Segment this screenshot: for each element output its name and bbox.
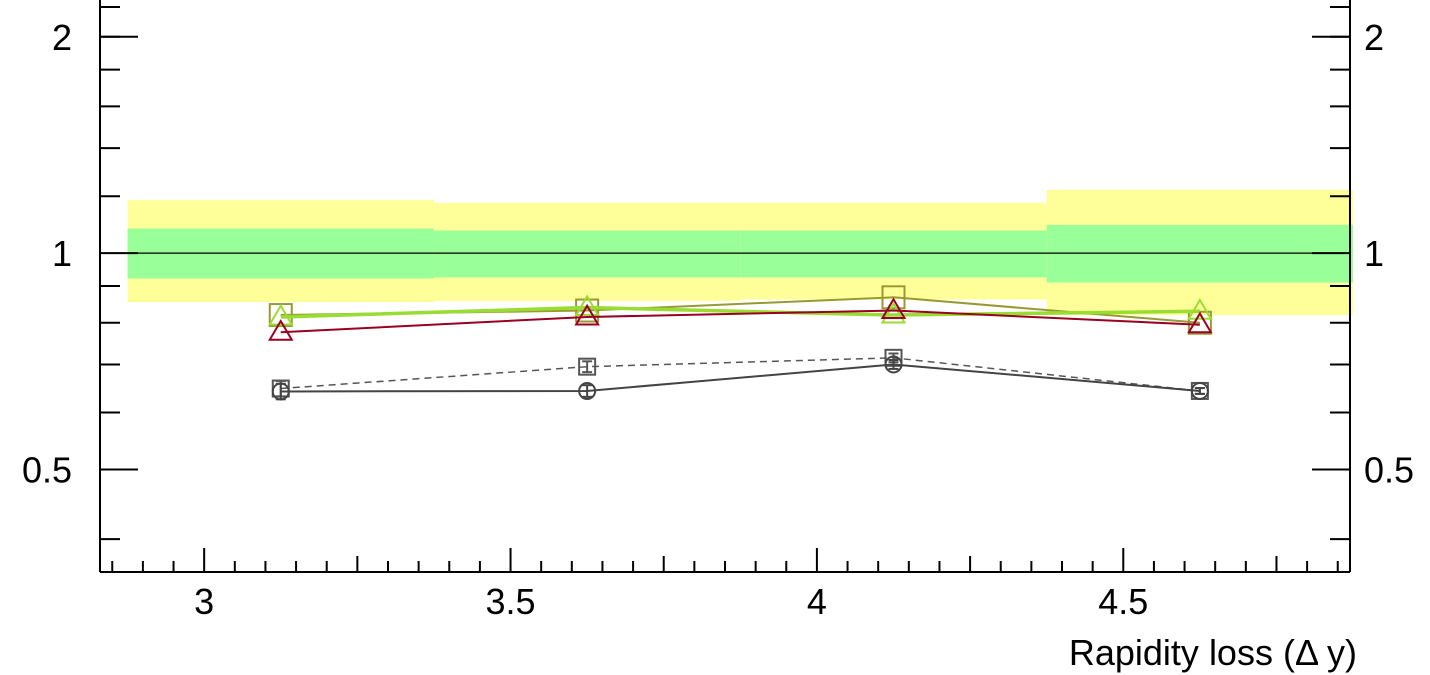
point-1-3 xyxy=(1187,298,1213,320)
point-3-1 xyxy=(578,357,597,376)
series-line-2 xyxy=(280,309,1200,334)
y-tick-label-right: 0.5 xyxy=(1364,449,1414,490)
series-line-1 xyxy=(280,305,1200,319)
point-4-2 xyxy=(884,355,903,374)
point-1-2 xyxy=(880,301,907,324)
inner-band-1 xyxy=(433,230,741,278)
inner-band-2 xyxy=(740,230,1047,278)
point-4-1 xyxy=(578,381,597,400)
data-series xyxy=(268,285,1213,401)
point-2-3 xyxy=(1187,311,1213,334)
uncertainty-bands xyxy=(127,189,1354,316)
x-tick-label: 3.5 xyxy=(486,581,536,622)
y-tick-label-right: 1 xyxy=(1364,233,1384,274)
tick-labels: 3 3.5 4 4.5 0.5 0.5 1 1 2 2 xyxy=(22,17,1414,622)
series-line-3 xyxy=(280,357,1200,392)
point-4-3 xyxy=(1190,381,1209,400)
y-tick-label-right: 2 xyxy=(1364,17,1384,58)
x-tick-label: 4 xyxy=(807,581,827,622)
x-axis-title: Rapidity loss (Δ y) xyxy=(1069,632,1357,673)
y-tick-label-left: 2 xyxy=(52,17,72,58)
point-1-1 xyxy=(574,294,600,317)
point-0-1 xyxy=(575,298,600,323)
point-2-0 xyxy=(268,319,294,341)
y-tick-label-left: 1 xyxy=(52,233,72,274)
point-2-2 xyxy=(880,297,907,320)
point-1-0 xyxy=(268,303,294,326)
x-tick-label: 4.5 xyxy=(1098,581,1148,622)
point-0-2 xyxy=(881,285,906,310)
point-2-1 xyxy=(574,303,600,326)
axis-ticks xyxy=(100,6,1350,572)
series-line-4 xyxy=(280,363,1200,393)
x-tick-label: 3 xyxy=(194,581,214,622)
y-tick-label-left: 0.5 xyxy=(22,449,72,490)
point-4-0 xyxy=(271,382,290,401)
